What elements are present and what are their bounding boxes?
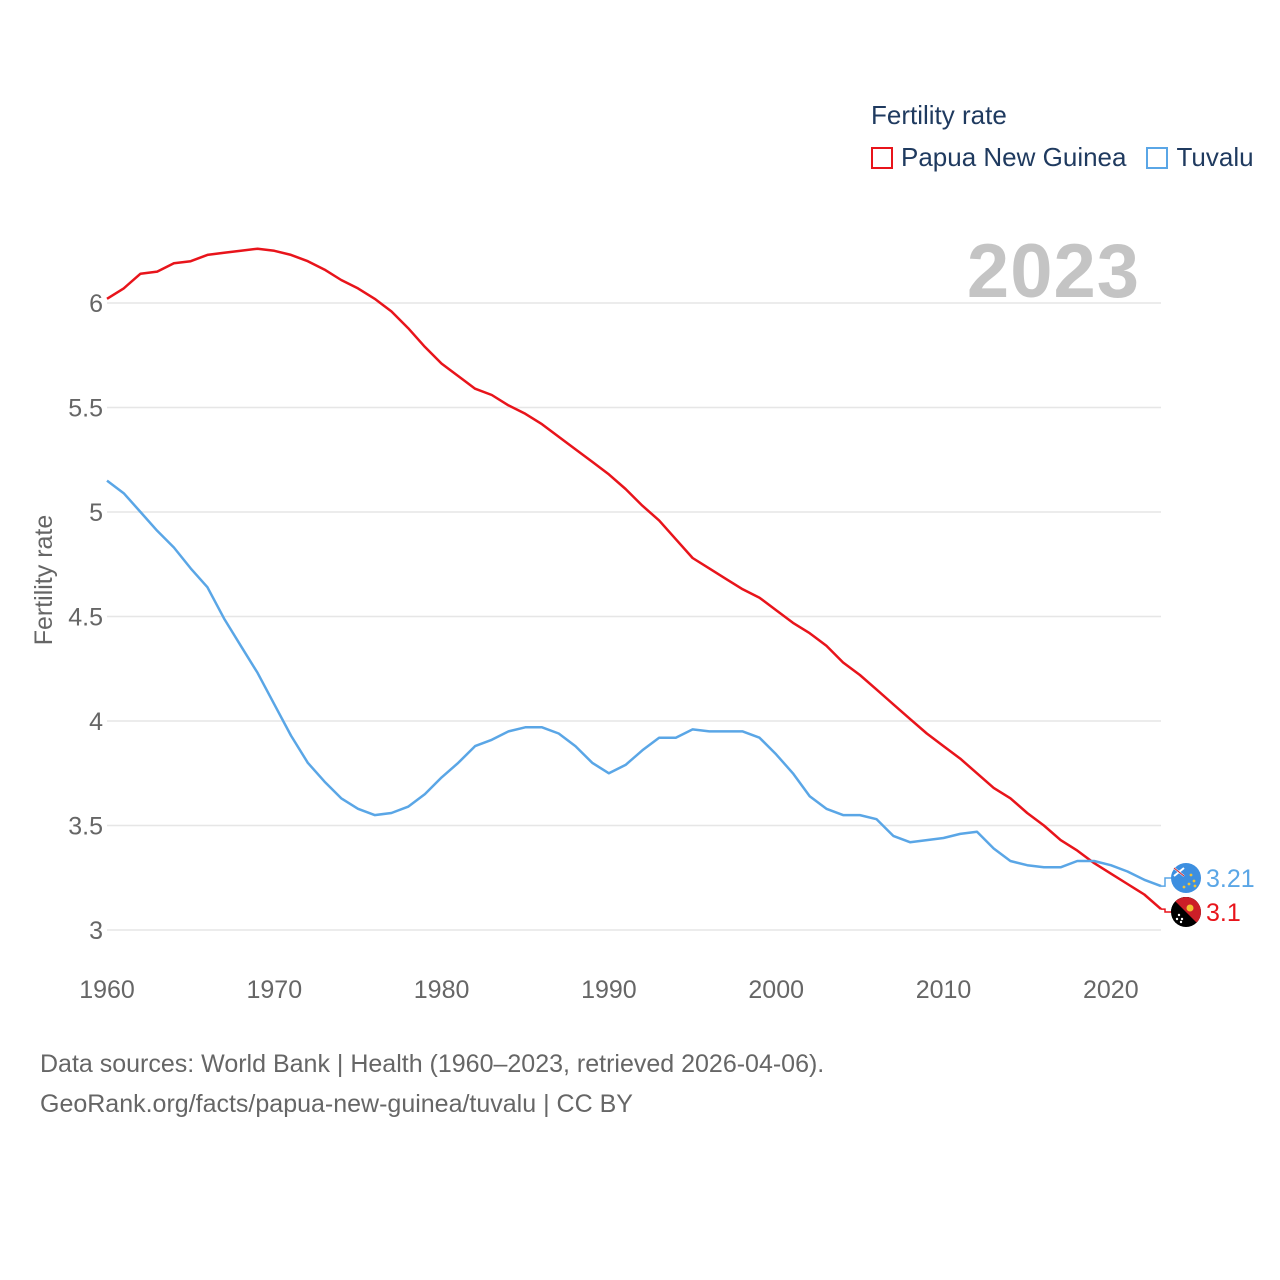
x-tick-label: 1990: [581, 976, 637, 1004]
y-tick-labels: 3 3.5 4 4.5 5 5.5 6: [68, 290, 103, 945]
flag-papua-new-guinea-icon: [1171, 897, 1201, 927]
legend-item-tuvalu[interactable]: Tuvalu: [1146, 142, 1254, 173]
legend-swatch-papua-new-guinea: [871, 146, 893, 169]
end-connector: [1161, 877, 1173, 887]
x-tick-label: 1970: [246, 976, 302, 1004]
end-value-label: 3.21: [1206, 865, 1255, 893]
end-markers: 3.1 3.21: [1161, 863, 1255, 927]
year-label: 2023: [966, 229, 1140, 314]
x-tick-label: 2000: [748, 976, 804, 1004]
y-tick-label: 6: [89, 290, 103, 318]
y-tick-label: 5: [89, 499, 103, 527]
data-sources-text: Data sources: World Bank | Health (1960–…: [40, 1050, 825, 1078]
x-tick-labels: 1960 1970 1980 1990 2000 2010 2020: [79, 976, 1138, 1004]
legend-swatch-tuvalu: [1146, 146, 1169, 169]
flag-tuvalu-icon: [1171, 863, 1201, 893]
y-tick-label: 4: [89, 708, 103, 736]
legend: Papua New Guinea Tuvalu: [871, 142, 1254, 173]
footer: Data sources: World Bank | Health (1960–…: [40, 1044, 824, 1124]
y-axis-title: Fertility rate: [30, 515, 58, 646]
attribution-link[interactable]: GeoRank.org/facts/papua-new-guinea/tuval…: [40, 1090, 633, 1118]
y-tick-label: 3: [89, 917, 103, 945]
legend-title: Fertility rate: [871, 100, 1007, 130]
y-tick-label: 5.5: [68, 395, 103, 423]
y-tick-label: 3.5: [68, 813, 103, 841]
x-tick-label: 2020: [1083, 976, 1139, 1004]
x-tick-label: 1980: [414, 976, 470, 1004]
y-tick-label: 4.5: [68, 604, 103, 632]
legend-label: Papua New Guinea: [901, 142, 1127, 172]
series-line-papua-new-guinea: [106, 247, 1162, 911]
legend-item-papua-new-guinea[interactable]: Papua New Guinea: [871, 142, 1126, 173]
legend-label: Tuvalu: [1176, 142, 1254, 172]
x-tick-label: 2010: [916, 976, 972, 1004]
end-value-label: 3.1: [1206, 899, 1241, 927]
gridlines: [107, 302, 1161, 931]
end-connector: [1161, 908, 1173, 913]
x-tick-label: 1960: [79, 976, 135, 1004]
series-lines: [106, 247, 1162, 911]
series-line-tuvalu: [106, 479, 1162, 888]
